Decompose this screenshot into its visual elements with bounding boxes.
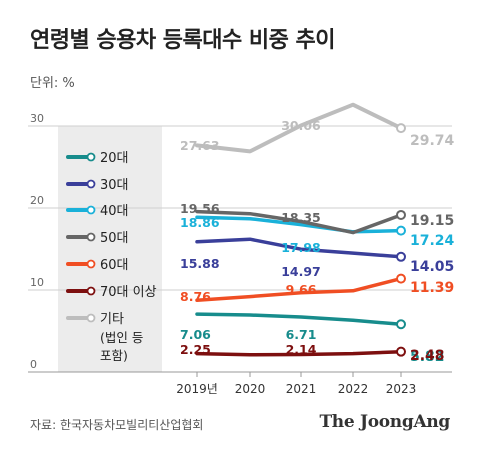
series-line <box>195 312 403 327</box>
series-end-marker <box>396 319 406 330</box>
data-label: 29.74 <box>410 133 455 149</box>
data-label: 17.24 <box>410 233 455 249</box>
chart-title: 연령별 승용차 등록대수 비중 추이 <box>30 28 336 53</box>
x-tick-label: 2023 <box>386 382 417 396</box>
legend-swatch-marker <box>86 286 96 296</box>
legend-swatch-marker <box>86 232 96 242</box>
data-label: 30.06 <box>281 118 321 133</box>
series-end-marker <box>396 123 406 134</box>
data-label: 2.14 <box>286 342 317 357</box>
data-label: 9.66 <box>286 282 317 297</box>
brand-logo: The JoongAng <box>319 412 450 432</box>
x-tick-label: 2022 <box>338 382 369 396</box>
x-tick-label: 2019년 <box>176 382 218 396</box>
legend-label: 기타 <box>100 312 124 327</box>
series-line <box>195 215 403 234</box>
data-label: 27.63 <box>180 138 220 153</box>
legend-swatch-marker <box>86 313 96 323</box>
legend-label: 70대 이상 <box>100 285 157 300</box>
data-label: 18.35 <box>281 210 321 225</box>
data-label: 6.71 <box>286 327 317 342</box>
legend-swatch-marker <box>86 205 96 215</box>
legend-label: 30대 <box>100 178 129 193</box>
series-line <box>195 349 403 357</box>
unit-label: 단위: % <box>30 76 75 91</box>
data-label: 19.56 <box>180 201 220 216</box>
data-label: 19.15 <box>410 213 454 229</box>
series-end-marker <box>396 209 406 220</box>
y-tick-label: 20 <box>30 194 44 207</box>
data-label: 7.06 <box>180 327 211 342</box>
data-label: 18.86 <box>180 215 220 230</box>
source-label: 자료: 한국자동차모빌리티산업협회 <box>30 418 204 432</box>
series-line <box>195 276 403 302</box>
legend-label: 50대 <box>100 231 129 246</box>
data-label: 8.76 <box>180 289 211 304</box>
series-end-marker <box>396 225 406 236</box>
series-end-marker <box>396 251 406 262</box>
legend-label: (법인 등 <box>100 330 143 345</box>
legend-label: 포함) <box>100 348 128 363</box>
legend-label: 60대 <box>100 258 129 273</box>
data-label: 2.48 <box>410 348 445 364</box>
data-label: 2.25 <box>180 342 211 357</box>
legend-swatch-marker <box>86 152 96 162</box>
series-line <box>195 237 403 259</box>
data-label: 15.88 <box>180 256 220 271</box>
series-line <box>195 209 403 235</box>
legend-swatch-marker <box>86 259 96 269</box>
legend-swatch-marker <box>86 179 96 189</box>
y-tick-label: 10 <box>30 276 44 289</box>
data-label: 11.39 <box>410 280 454 296</box>
legend-label: 40대 <box>100 204 129 219</box>
legend-panel <box>58 126 162 372</box>
x-tick-label: 2020 <box>235 382 266 396</box>
series-line <box>195 102 403 154</box>
data-label: 17.98 <box>281 240 321 255</box>
data-label: 5.82 <box>410 349 445 365</box>
x-tick-label: 2021 <box>286 382 317 396</box>
y-tick-label: 0 <box>30 358 37 371</box>
data-label: 14.97 <box>281 264 321 279</box>
data-label: 14.05 <box>410 259 454 275</box>
series-end-marker <box>396 346 406 357</box>
series-end-marker <box>396 273 406 284</box>
legend-label: 20대 <box>100 151 129 166</box>
y-tick-label: 30 <box>30 112 44 125</box>
